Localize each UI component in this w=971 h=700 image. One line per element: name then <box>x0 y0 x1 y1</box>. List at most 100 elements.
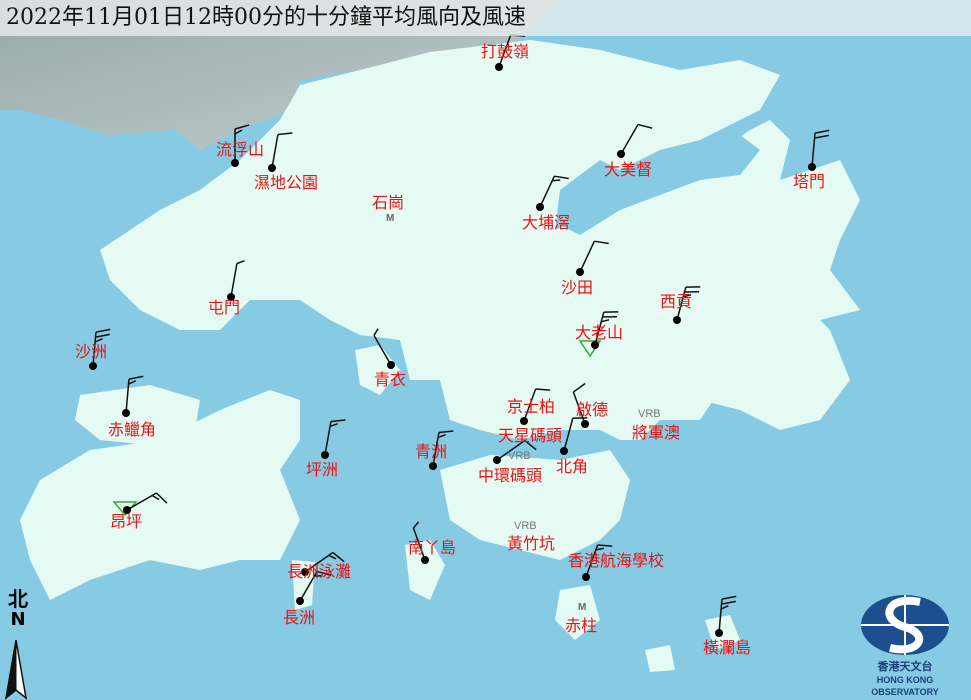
station-16 <box>493 439 537 464</box>
wind-barb-feather <box>94 338 103 343</box>
wind-barb-feather <box>151 494 160 501</box>
wong-chuk-hang-label: 黃竹坑 <box>507 534 556 553</box>
wind-barb-staff <box>811 133 816 168</box>
station-dot <box>89 362 97 370</box>
station-label: 大埔滘 <box>522 213 571 232</box>
star-ferry-label: 天星碼頭 <box>498 426 563 445</box>
wind-barb-feather <box>524 439 537 451</box>
map-title: 2022年11月01日12時00分的十分鐘平均風向及風速 <box>6 5 526 30</box>
wind-barb-staff <box>539 175 556 208</box>
shenzhen-land <box>0 0 560 150</box>
wind-barb-feather <box>554 175 569 180</box>
station-label: 沙田 <box>561 278 594 297</box>
station-label: 赤鱲角 <box>108 420 157 439</box>
wind-barb-staff <box>324 421 332 456</box>
station-dot <box>495 63 503 71</box>
tko-label: 將軍澳 <box>632 423 681 442</box>
wind-barb-feather <box>601 319 610 323</box>
wind-barb-staff <box>523 388 537 422</box>
station-label: 屯門 <box>208 298 241 317</box>
wind-barb-feather <box>595 547 604 551</box>
wind-barb-staff <box>125 379 130 414</box>
station-dot <box>421 556 429 564</box>
wind-barb-feather <box>552 179 561 182</box>
logo-en: HONG KONG OBSERVATORY <box>871 675 939 697</box>
station-label: 北角 <box>556 457 589 476</box>
wind-barb-staff <box>373 335 392 366</box>
station-label: 西貢 <box>660 292 693 311</box>
wind-barb-feather <box>721 600 736 605</box>
cheung-chau-land <box>292 560 315 610</box>
station-dot <box>581 420 589 428</box>
station-13 <box>520 388 551 425</box>
tolo-harbour-water <box>560 135 760 235</box>
wind-barb-staff <box>126 492 157 511</box>
wind-barb-feather <box>236 260 245 265</box>
wind-barb-feather <box>438 430 454 434</box>
wind-barb-staff <box>432 432 440 467</box>
wind-barb-feather <box>594 240 609 245</box>
station-6 <box>576 240 609 276</box>
wind-barb-feather <box>412 521 420 529</box>
station-label: 大老山 <box>575 323 624 342</box>
station-label: 流浮山 <box>216 140 265 159</box>
wind-barb-feather <box>720 605 729 610</box>
hko-logo-icon <box>861 595 949 655</box>
sai-kung-land <box>660 280 850 430</box>
wind-barb-feather <box>128 375 144 380</box>
wind-barb-feather <box>234 124 250 130</box>
wind-barb-staff <box>594 311 605 346</box>
wind-barb-feather <box>234 129 243 135</box>
vrb-central: VRB <box>508 450 531 462</box>
station-9 <box>591 311 619 349</box>
station-dot <box>582 573 590 581</box>
shek-kong-marker: M <box>386 213 395 224</box>
station-dot <box>321 451 329 459</box>
wind-barb-staff <box>585 544 599 578</box>
wind-barb-staff <box>412 527 426 561</box>
station-19 <box>123 492 168 514</box>
station-label: 濕地公園 <box>254 173 319 192</box>
station-dot <box>715 629 723 637</box>
wind-barb-staff <box>563 417 574 452</box>
wind-barb-staff <box>718 599 723 634</box>
hk-island-land <box>440 450 630 560</box>
station-dot <box>268 164 276 172</box>
wind-barb-feather <box>95 333 110 338</box>
station-label: 青洲 <box>415 442 448 461</box>
station-22 <box>301 551 345 576</box>
stanley-label: 赤柱 <box>565 616 598 635</box>
wind-barb-feather <box>128 380 137 385</box>
station-label: 沙洲 <box>75 342 108 361</box>
wind-barb-feather <box>329 423 338 428</box>
wind-barb-feather <box>155 492 168 504</box>
wind-barb-feather <box>572 382 586 393</box>
wind-barb-staff <box>498 34 512 68</box>
station-label: 青衣 <box>374 370 407 389</box>
wind-barb-feather <box>332 551 345 563</box>
station-dot <box>808 163 816 171</box>
wind-barb-feather <box>95 328 111 333</box>
wind-barb-staff <box>299 571 318 602</box>
wind-barb-feather <box>637 123 653 129</box>
station-dot <box>560 447 568 455</box>
wind-barb-staff <box>92 332 97 367</box>
station-label: 橫瀾島 <box>703 638 752 657</box>
wind-barb-staff <box>676 286 687 321</box>
station-dot <box>576 268 584 276</box>
station-21 <box>582 544 613 581</box>
north-indicator: 北 N <box>4 588 32 630</box>
tsing-yi-land <box>355 345 400 395</box>
wind-barb-feather <box>316 570 332 576</box>
station-label: 中環碼頭 <box>478 466 543 485</box>
shek-kong-label: 石崗 <box>372 193 405 212</box>
station-2 <box>268 132 293 172</box>
station-label: 長洲 <box>283 608 316 627</box>
hko-logo: 香港天文台 HONG KONG OBSERVATORY <box>855 658 955 698</box>
lamma-land <box>405 540 445 600</box>
wind-barb-staff <box>579 240 596 273</box>
station-dot <box>673 316 681 324</box>
stanley-marker: M <box>578 602 587 613</box>
station-dot <box>429 462 437 470</box>
